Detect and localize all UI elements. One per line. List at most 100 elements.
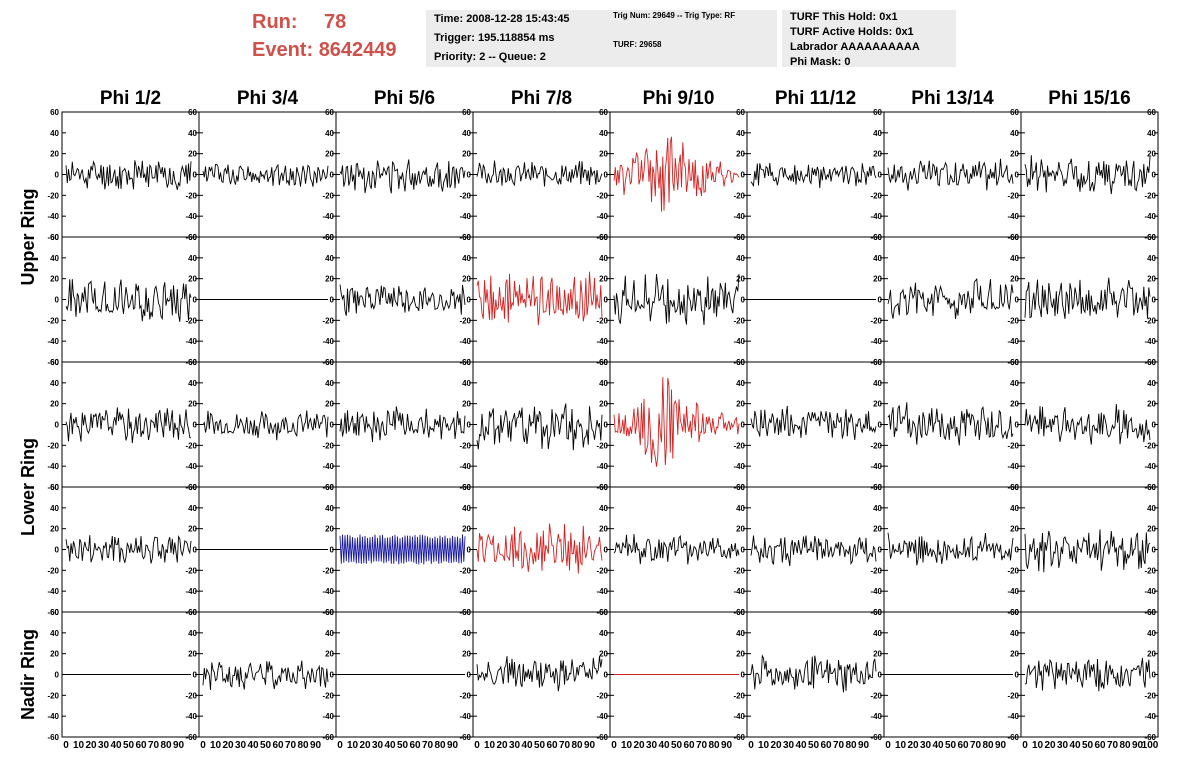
waveform-panel: -60 -60 -40 -40 -20 -20 0 0 20 20 40 40 60 60 xyxy=(47,358,200,492)
x-tick-label: 0 xyxy=(885,740,891,751)
x-tick-label: 90 xyxy=(173,740,185,751)
x-tick-label: 70 xyxy=(148,740,160,751)
y-tick-label: -40 xyxy=(459,462,471,471)
x-tick-label: 30 xyxy=(235,740,247,751)
y-tick-label: 20 xyxy=(462,275,471,284)
x-tick-label: 60 xyxy=(683,740,695,751)
y-tick-label: 20 xyxy=(599,275,608,284)
y-tick-label: 20 xyxy=(1147,650,1156,659)
y-tick-label: 20 xyxy=(50,650,59,659)
y-tick-label: 20 xyxy=(736,525,745,534)
y-tick-label: 0 xyxy=(1152,546,1157,555)
x-tick-label: 70 xyxy=(833,740,845,751)
y-tick-label: 40 xyxy=(736,254,745,263)
y-tick-label: 0 xyxy=(1015,171,1020,180)
waveform-trace xyxy=(339,406,466,442)
x-tick-label: 90 xyxy=(995,740,1007,751)
y-tick-label: 60 xyxy=(325,358,334,367)
y-tick-label: 0 xyxy=(55,296,60,305)
ring-label: Nadir Ring xyxy=(18,629,38,720)
y-tick-label: 0 xyxy=(55,671,60,680)
x-tick-label: 10 xyxy=(347,740,359,751)
y-tick-label: 40 xyxy=(736,504,745,513)
turf-this-hold-text: TURF This Hold: 0x1 xyxy=(790,11,898,23)
y-tick-label: 20 xyxy=(1147,275,1156,284)
y-tick-label: 0 xyxy=(55,421,60,430)
y-tick-label: 40 xyxy=(599,254,608,263)
y-tick-label: 0 xyxy=(193,296,198,305)
y-tick-label: 60 xyxy=(188,233,197,242)
column-title: Phi 15/16 xyxy=(1048,88,1130,109)
y-tick-label: -20 xyxy=(596,191,608,200)
x-tick-label: 30 xyxy=(1057,740,1069,751)
x-tick-label: 80 xyxy=(845,740,857,751)
y-tick-label: -20 xyxy=(185,441,197,450)
x-tick-label: 10 xyxy=(484,740,496,751)
y-tick-label: 60 xyxy=(188,358,197,367)
y-tick-label: -20 xyxy=(733,191,745,200)
y-tick-label: -40 xyxy=(322,712,334,721)
y-tick-label: 0 xyxy=(878,171,883,180)
x-tick-label: 10 xyxy=(73,740,85,751)
x-tick-label: 90 xyxy=(310,740,322,751)
y-tick-label: -40 xyxy=(1144,462,1156,471)
waveform-trace xyxy=(339,284,466,316)
y-tick-label: 20 xyxy=(188,400,197,409)
x-tick-label: 40 xyxy=(110,740,122,751)
y-tick-label: 40 xyxy=(1010,129,1019,138)
waveform-trace xyxy=(202,660,329,691)
x-tick-label: 10 xyxy=(895,740,907,751)
waveform-trace xyxy=(202,163,329,187)
y-tick-label: -40 xyxy=(322,587,334,596)
y-tick-label: 20 xyxy=(462,400,471,409)
y-tick-label: 20 xyxy=(188,150,197,159)
y-tick-label: 0 xyxy=(1152,296,1157,305)
y-tick-label: 0 xyxy=(741,171,746,180)
turf-text: TURF: 29658 xyxy=(613,40,662,49)
y-tick-label: 0 xyxy=(330,671,335,680)
x-tick-label: 20 xyxy=(1044,740,1056,751)
x-tick-label: 0 xyxy=(1022,740,1028,751)
y-tick-label: -40 xyxy=(47,712,59,721)
y-tick-label: -20 xyxy=(1007,441,1019,450)
y-tick-label: 60 xyxy=(873,483,882,492)
turf-active-holds-text: TURF Active Holds: 0x1 xyxy=(790,26,914,38)
waveform-trace xyxy=(750,405,877,440)
y-tick-label: -20 xyxy=(322,441,334,450)
y-tick-label: -20 xyxy=(47,691,59,700)
x-tick-label: 20 xyxy=(770,740,782,751)
y-tick-label: -20 xyxy=(459,316,471,325)
y-tick-label: 60 xyxy=(873,608,882,617)
y-tick-label: 40 xyxy=(599,129,608,138)
y-tick-label: 40 xyxy=(50,379,59,388)
y-tick-label: -20 xyxy=(1007,316,1019,325)
y-tick-label: 60 xyxy=(1010,608,1019,617)
y-tick-label: -40 xyxy=(596,712,608,721)
y-tick-label: 60 xyxy=(1147,233,1156,242)
x-tick-label: 70 xyxy=(970,740,982,751)
y-tick-label: -60 xyxy=(322,733,334,742)
x-tick-label: 50 xyxy=(945,740,957,751)
y-tick-label: 60 xyxy=(325,608,334,617)
y-tick-label: 20 xyxy=(873,150,882,159)
y-tick-label: 0 xyxy=(878,296,883,305)
y-tick-label: -20 xyxy=(1144,191,1156,200)
waveform-trace xyxy=(339,534,466,565)
y-tick-label: 40 xyxy=(1010,629,1019,638)
waveform-panel: -60 -60 -40 -40 -20 -20 0 0 20 20 40 40 60 60 xyxy=(47,233,200,367)
y-tick-label: -20 xyxy=(1144,441,1156,450)
y-tick-label: 60 xyxy=(462,358,471,367)
y-tick-label: -40 xyxy=(733,462,745,471)
y-tick-label: 20 xyxy=(188,525,197,534)
trigger-text: Trigger: 195.118854 ms xyxy=(434,32,555,44)
phi-mask-text: Phi Mask: 0 xyxy=(790,56,851,68)
x-tick-label: 40 xyxy=(521,740,533,751)
y-tick-label: -40 xyxy=(47,212,59,221)
y-tick-label: -20 xyxy=(47,441,59,450)
